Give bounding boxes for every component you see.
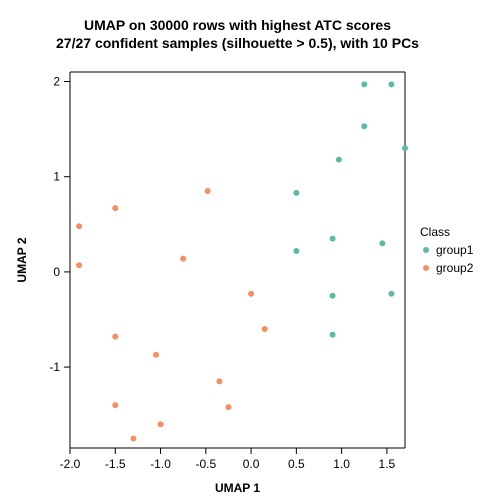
scatter-point — [112, 334, 118, 340]
x-tick-label: -1.0 — [150, 457, 171, 471]
x-tick-label: -1.5 — [105, 457, 126, 471]
scatter-point — [379, 240, 385, 246]
legend-label: group2 — [436, 261, 474, 275]
scatter-point — [130, 435, 136, 441]
y-tick-label: 0 — [53, 265, 60, 279]
x-tick-label: -0.5 — [195, 457, 216, 471]
chart-svg: UMAP on 30000 rows with highest ATC scor… — [0, 0, 504, 504]
y-tick-label: 2 — [53, 75, 60, 89]
scatter-point — [293, 248, 299, 254]
scatter-chart: UMAP on 30000 rows with highest ATC scor… — [0, 0, 504, 504]
scatter-point — [402, 145, 408, 151]
scatter-point — [112, 205, 118, 211]
scatter-point — [388, 291, 394, 297]
scatter-point — [76, 262, 82, 268]
legend-swatch — [423, 265, 429, 271]
scatter-point — [361, 123, 367, 129]
y-tick-label: 1 — [53, 170, 60, 184]
scatter-point — [158, 421, 164, 427]
scatter-point — [330, 293, 336, 299]
scatter-point — [388, 81, 394, 87]
x-tick-label: 1.0 — [333, 457, 350, 471]
y-tick-label: -1 — [49, 360, 60, 374]
chart-title-1: UMAP on 30000 rows with highest ATC scor… — [84, 17, 391, 33]
scatter-point — [330, 236, 336, 242]
scatter-point — [76, 223, 82, 229]
scatter-point — [361, 81, 367, 87]
scatter-point — [216, 378, 222, 384]
scatter-point — [330, 332, 336, 338]
x-tick-label: 0.5 — [288, 457, 305, 471]
scatter-point — [112, 402, 118, 408]
chart-title-2: 27/27 confident samples (silhouette > 0.… — [56, 35, 419, 51]
scatter-point — [336, 157, 342, 163]
scatter-point — [180, 256, 186, 262]
legend-label: group1 — [436, 243, 474, 257]
scatter-point — [293, 190, 299, 196]
scatter-point — [248, 291, 254, 297]
scatter-point — [262, 326, 268, 332]
x-axis-label: UMAP 1 — [215, 481, 260, 495]
x-tick-label: 0.0 — [243, 457, 260, 471]
y-axis-label: UMAP 2 — [15, 237, 29, 282]
scatter-point — [153, 352, 159, 358]
legend-title: Class — [420, 225, 450, 239]
x-tick-label: -2.0 — [60, 457, 81, 471]
scatter-point — [225, 404, 231, 410]
x-tick-label: 1.5 — [379, 457, 396, 471]
legend-swatch — [423, 247, 429, 253]
scatter-point — [205, 188, 211, 194]
